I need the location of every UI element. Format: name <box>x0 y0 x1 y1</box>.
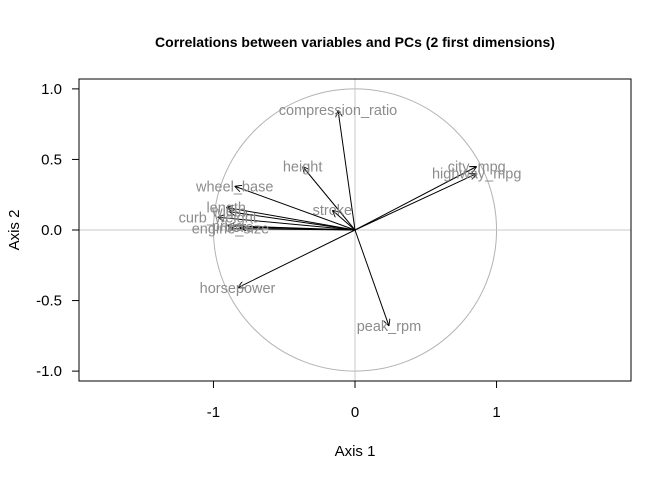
y-tick-label: 0.5 <box>41 151 62 168</box>
vector-label-curb-weight: curb_weight <box>179 210 257 226</box>
y-tick-label: 0.0 <box>41 222 62 239</box>
vector-label-width: width <box>211 205 246 221</box>
vector-label-stroke: stroke <box>313 203 353 219</box>
vector-label-height: height <box>283 159 323 175</box>
vector-label-wheel-base: wheel_base <box>195 179 273 195</box>
vector-arrow-city-mpg <box>354 166 477 231</box>
y-axis-label: Axis 2 <box>6 210 23 251</box>
vector-arrow-compression-ratio <box>338 110 356 231</box>
chart-title: Correlations between variables and PCs (… <box>155 34 555 50</box>
vector-arrow-peak-rpm <box>354 229 389 326</box>
vector-label-bore: bore <box>224 220 253 236</box>
vector-label-engine-size: engine_size <box>192 222 269 238</box>
vector-arrow-length <box>226 207 356 231</box>
vector-arrow-horsepower <box>238 229 356 288</box>
vector-label-horsepower: horsepower <box>200 281 276 297</box>
vector-label-length: length <box>206 200 246 216</box>
vector-arrow-width <box>229 212 356 231</box>
x-axis-label: Axis 1 <box>335 443 376 460</box>
vector-arrow-stroke <box>332 210 356 231</box>
vector-label-peak-rpm: peak_rpm <box>357 319 421 335</box>
x-tick-label: 1 <box>492 404 500 421</box>
vector-arrow-curb-weight <box>218 217 356 231</box>
x-tick-label: 0 <box>351 404 359 421</box>
y-tick-label: -1.0 <box>36 363 62 380</box>
vector-arrow-height <box>303 166 356 231</box>
vector-label-price: price <box>212 219 243 235</box>
vector-arrow-engine-size <box>230 229 356 230</box>
y-tick-label: 1.0 <box>41 81 62 98</box>
vector-arrow-wheel-base <box>235 186 356 231</box>
y-tick-label: -0.5 <box>36 293 62 310</box>
vector-label-city-mpg: city_mpg <box>448 159 506 175</box>
vector-arrow-highway-mpg <box>354 174 477 231</box>
vector-label-highway-mpg: highway_mpg <box>432 167 521 183</box>
x-tick-label: -1 <box>207 404 220 421</box>
vector-label-compression-ratio: compression_ratio <box>279 103 397 119</box>
